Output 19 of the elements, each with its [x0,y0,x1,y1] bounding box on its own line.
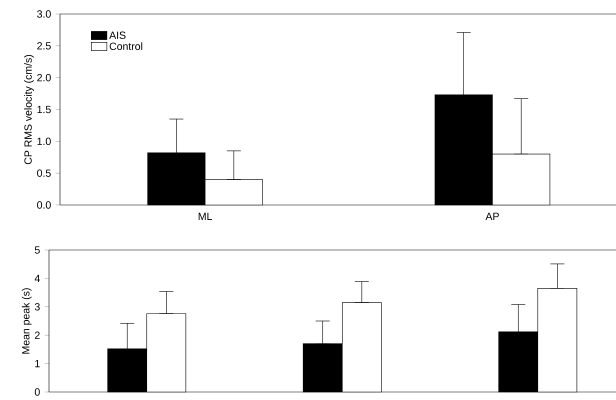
legend-label: Control [110,42,142,50]
y-tick-label: 5 [34,246,40,254]
y-tick-label: 1.5 [37,106,51,114]
y-tick-label: 3.0 [37,10,51,18]
y-tick-label: 2.5 [37,42,51,50]
y-tick-label: 2.0 [37,74,51,82]
y-axis-title: Mean peak (s) [22,288,32,354]
x-tick-label: AP [485,212,499,220]
y-tick-label: 3 [34,303,40,311]
y-tick-label: 0.5 [37,169,51,177]
legend-label: AIS [109,32,126,39]
x-tick-label: ML [198,212,212,220]
y-axis-title: CP RMS velocity (cm/s) [24,54,34,164]
y-tick-label: 0 [34,388,40,396]
y-tick-label: 2 [34,332,40,339]
y-tick-label: 0.0 [37,201,51,209]
y-tick-label: 1 [35,360,40,368]
y-tick-label: 4 [34,274,40,282]
y-tick-label: 1.0 [37,138,51,146]
